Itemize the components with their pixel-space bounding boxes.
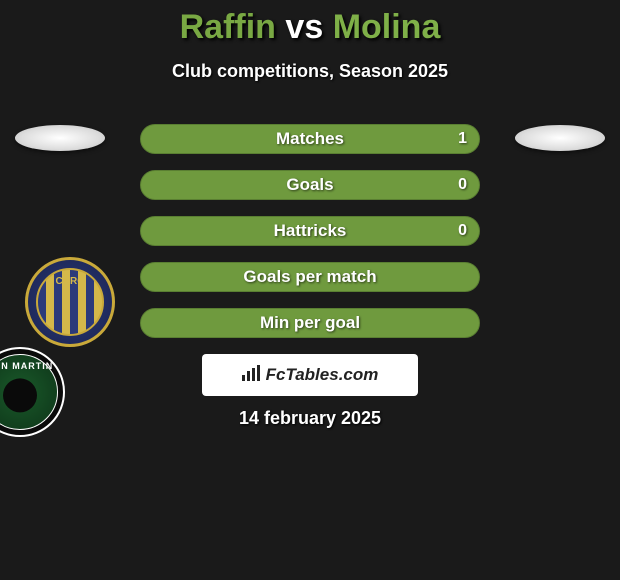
stat-row-goals-per-match: Goals per match (140, 262, 480, 292)
stat-label: Goals per match (243, 267, 376, 287)
vs-label: vs (285, 8, 323, 46)
comparison-title: Raffin vs Molina (0, 0, 620, 47)
subtitle: Club competitions, Season 2025 (0, 61, 620, 82)
player1-name: Raffin (180, 8, 276, 46)
stat-label: Hattricks (274, 221, 347, 241)
stat-row-goals: Goals 0 (140, 170, 480, 200)
bar-chart-icon (242, 365, 260, 386)
stat-right-value: 0 (458, 176, 467, 194)
stats-container: Matches 1 Goals 0 Hattricks 0 Goals per … (140, 124, 480, 354)
player2-photo-placeholder (515, 125, 605, 151)
player2-name: Molina (333, 8, 441, 46)
date-label: 14 february 2025 (0, 408, 620, 429)
stat-row-hattricks: Hattricks 0 (140, 216, 480, 246)
fctables-brand[interactable]: FcTables.com (202, 354, 418, 396)
player1-photo-placeholder (15, 125, 105, 151)
stat-row-min-per-goal: Min per goal (140, 308, 480, 338)
stat-label: Matches (276, 129, 344, 149)
team1-badge (25, 257, 115, 347)
stat-right-value: 1 (458, 130, 467, 148)
stat-row-matches: Matches 1 (140, 124, 480, 154)
team2-badge-text: SAN MARTIN (0, 361, 63, 371)
stat-right-value: 0 (458, 222, 467, 240)
brand-text: FcTables.com (266, 365, 379, 385)
team2-badge-center (3, 378, 37, 412)
stat-label: Goals (286, 175, 333, 195)
stat-label: Min per goal (260, 313, 360, 333)
